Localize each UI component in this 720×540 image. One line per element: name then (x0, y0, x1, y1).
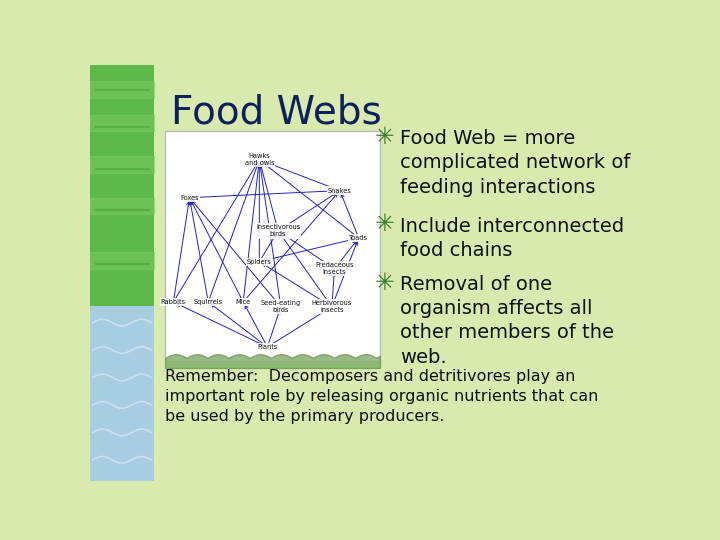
Text: Food Webs: Food Webs (171, 94, 382, 132)
Text: ✳: ✳ (374, 125, 395, 149)
Bar (166, 131, 380, 368)
Text: Remember:  Decomposers and detritivores play an
important role by releasing orga: Remember: Decomposers and detritivores p… (166, 369, 599, 424)
Text: Include interconnected
food chains: Include interconnected food chains (400, 217, 624, 260)
Text: ✳: ✳ (374, 271, 395, 295)
Bar (90, 306, 154, 481)
Bar (90, 65, 154, 306)
Text: Food Web = more
complicated network of
feeding interactions: Food Web = more complicated network of f… (400, 129, 630, 197)
Text: ✳: ✳ (374, 212, 395, 237)
Text: Removal of one
organism affects all
other members of the
web.: Removal of one organism affects all othe… (400, 275, 613, 367)
Bar (154, 65, 648, 481)
